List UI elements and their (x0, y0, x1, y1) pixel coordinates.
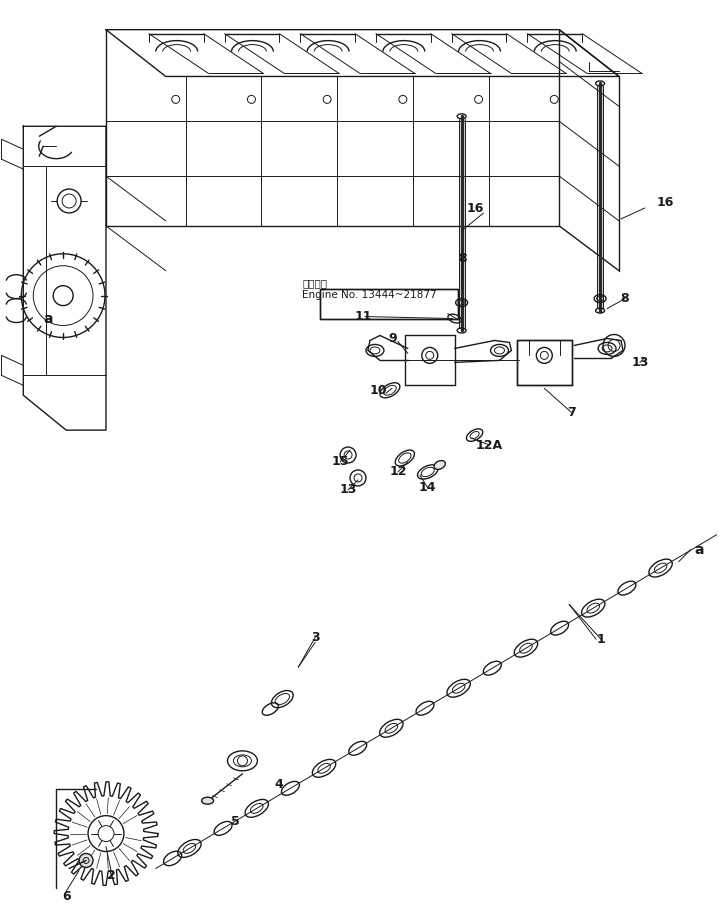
Text: a: a (44, 311, 53, 325)
Text: 6: 6 (62, 890, 70, 903)
Text: 12: 12 (389, 465, 407, 478)
Text: Engine No. 13444~21877: Engine No. 13444~21877 (302, 289, 437, 299)
Text: 適用号機: 適用号機 (302, 278, 327, 287)
Circle shape (79, 854, 93, 868)
Text: 3: 3 (311, 631, 319, 644)
Text: 8: 8 (621, 292, 629, 305)
Ellipse shape (434, 460, 445, 470)
Text: 1: 1 (597, 633, 605, 646)
Bar (518, 341, 572, 385)
Text: 12A: 12A (476, 438, 503, 451)
Ellipse shape (202, 798, 213, 804)
Text: 5: 5 (231, 815, 240, 828)
Text: 10: 10 (370, 384, 387, 397)
Text: 9: 9 (388, 332, 397, 345)
Text: 14: 14 (419, 482, 436, 495)
Text: 16: 16 (656, 196, 674, 209)
Bar (320, 288, 457, 319)
Text: 16: 16 (467, 203, 484, 216)
Text: a: a (694, 542, 703, 556)
Text: 2: 2 (107, 869, 115, 882)
Text: 13: 13 (631, 356, 648, 369)
Text: 15: 15 (331, 456, 348, 469)
Text: 8: 8 (458, 252, 467, 265)
Text: 4: 4 (274, 778, 282, 791)
Text: 11: 11 (355, 310, 372, 323)
Text: 7: 7 (567, 405, 576, 419)
Text: 13: 13 (339, 484, 356, 496)
Bar (320, 288, 457, 319)
